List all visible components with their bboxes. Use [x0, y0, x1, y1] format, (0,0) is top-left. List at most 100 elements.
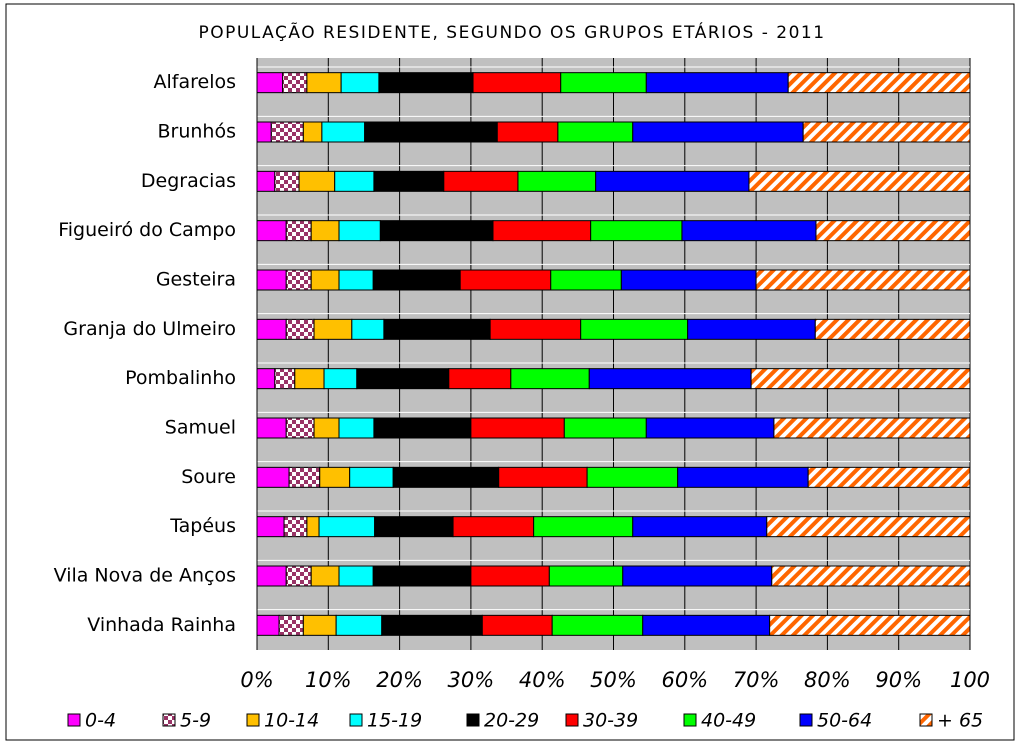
x-tick-label: 40%	[519, 668, 566, 692]
bar-segment	[472, 72, 562, 94]
bar-segment	[645, 417, 775, 439]
bar-segment	[443, 170, 519, 192]
bar-segment	[632, 516, 768, 538]
bar-segment	[492, 220, 592, 242]
bar-segment	[814, 318, 971, 340]
bar-segment	[548, 565, 624, 587]
bar-segment	[256, 269, 287, 291]
bar-segment	[313, 417, 340, 439]
bar-segment	[351, 318, 385, 340]
bar-segment	[766, 516, 971, 538]
bar-segment	[256, 466, 290, 488]
legend-label: 10-14	[264, 710, 319, 732]
bar-segment	[288, 466, 321, 488]
bar-segment	[306, 516, 320, 538]
bar-segment	[383, 318, 491, 340]
y-tick-label: Samuel	[165, 417, 236, 439]
bar-segment	[278, 614, 304, 636]
bar-segment	[379, 220, 494, 242]
legend-swatch	[349, 713, 363, 727]
legend-label: 5-9	[180, 710, 211, 732]
bar-segment	[285, 318, 315, 340]
bar-segment	[560, 72, 647, 94]
y-tick-label: Tapéus	[169, 515, 236, 537]
bar-segment	[349, 466, 394, 488]
legend-swatch	[246, 713, 260, 727]
bar-segment	[807, 466, 971, 488]
legend-swatch	[919, 713, 933, 727]
bar-segment	[378, 72, 474, 94]
bar-segment	[256, 318, 287, 340]
bar-segment	[755, 269, 971, 291]
bar-segment	[498, 466, 588, 488]
y-tick-label: Brunhós	[158, 121, 237, 143]
bar-segment	[373, 170, 445, 192]
legend-swatch	[466, 713, 480, 727]
bar-segment	[586, 466, 679, 488]
bar-segment	[338, 417, 375, 439]
bar-segment	[323, 368, 358, 390]
bar-segment	[677, 466, 809, 488]
bar-segment	[588, 368, 752, 390]
bar-segment	[632, 121, 804, 143]
x-tick-label: 70%	[733, 668, 780, 692]
y-tick-label: Vinhada Rainha	[87, 614, 236, 636]
x-tick-label: 10%	[305, 668, 352, 692]
bar-segment	[681, 220, 817, 242]
y-tick-label: Alfarelos	[154, 71, 237, 93]
bar-segment	[642, 614, 771, 636]
bar-segment	[285, 565, 312, 587]
legend-label: + 65	[937, 710, 983, 732]
legend-label: 50-64	[817, 710, 872, 732]
bar-segment	[318, 516, 376, 538]
x-tick-label: 0%	[240, 668, 273, 692]
bar-segment	[771, 565, 971, 587]
legend-swatch	[67, 713, 81, 727]
bar-segment	[364, 121, 498, 143]
bar-segment	[750, 368, 971, 390]
bar-segment	[310, 269, 340, 291]
bar-segment	[302, 614, 337, 636]
bar-segment	[622, 565, 773, 587]
y-tick-label: Granja do Ulmeiro	[63, 318, 236, 340]
bar-segment	[773, 417, 971, 439]
bar-segment	[283, 516, 308, 538]
bar-segment	[557, 121, 634, 143]
bar-segment	[590, 220, 683, 242]
bar-segment	[306, 72, 342, 94]
bar-segment	[256, 72, 284, 94]
x-tick-label: 30%	[448, 668, 495, 692]
bar-segment	[285, 220, 312, 242]
x-tick-label: 80%	[804, 668, 851, 692]
bar-segment	[481, 614, 553, 636]
bar-segment	[510, 368, 590, 390]
legend-swatch	[683, 713, 697, 727]
x-tick-label: 100	[950, 668, 990, 692]
bar-segment	[459, 269, 552, 291]
bar-segment	[256, 170, 276, 192]
y-tick-label: Vila Nova de Anços	[54, 565, 236, 587]
x-tick-label: 90%	[875, 668, 922, 692]
bar-segment	[356, 368, 450, 390]
bar-segment	[620, 269, 757, 291]
bar-segment	[256, 368, 276, 390]
bar-segment	[533, 516, 634, 538]
bar-segment	[302, 121, 323, 143]
bar-segment	[470, 417, 565, 439]
bar-segment	[551, 614, 644, 636]
bar-segment	[748, 170, 971, 192]
bar-segment	[321, 121, 366, 143]
y-tick-label: Figueiró do Campo	[58, 219, 236, 241]
y-tick-label: Pombalinho	[125, 367, 236, 389]
bar-segment	[285, 269, 312, 291]
bar-segment	[256, 121, 272, 143]
bar-segment	[338, 220, 381, 242]
bar-segment	[787, 72, 971, 94]
bar-segment	[285, 417, 315, 439]
x-tick-label: 60%	[661, 668, 708, 692]
y-tick-label: Gesteira	[156, 269, 236, 291]
bar-segment	[334, 170, 375, 192]
legend-label: 0-4	[85, 710, 116, 732]
bar-segment	[645, 72, 789, 94]
